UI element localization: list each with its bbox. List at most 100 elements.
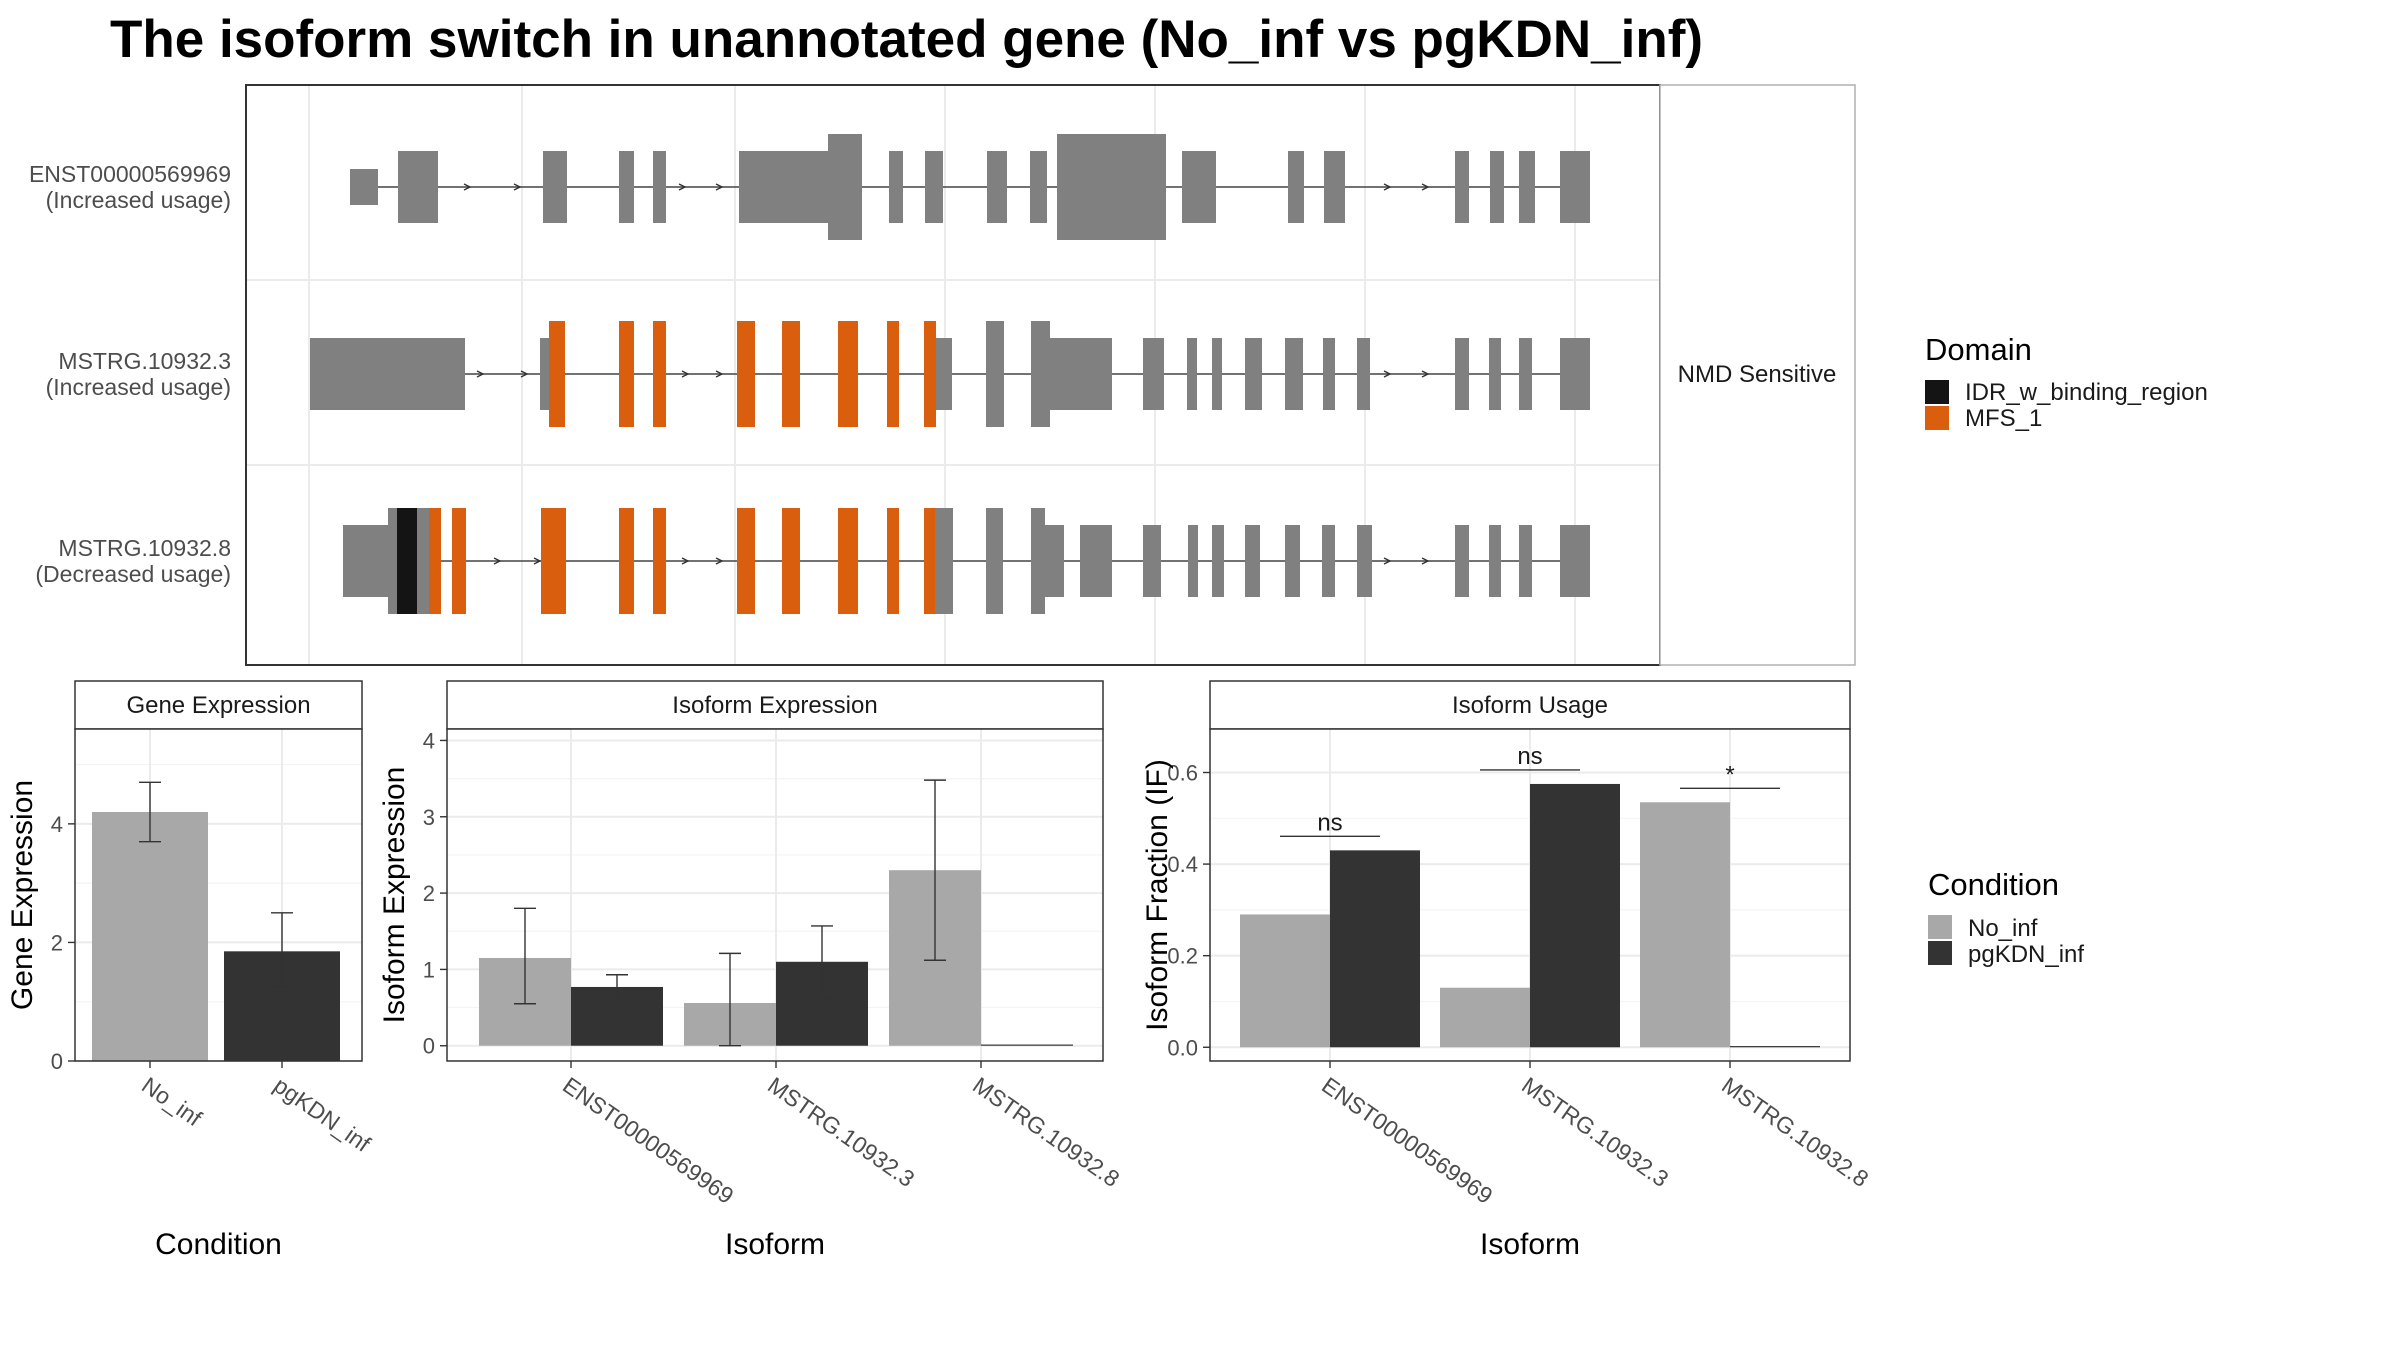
exon bbox=[1245, 525, 1260, 597]
significance-label: ns bbox=[1317, 809, 1342, 836]
y-tick-label: 0.0 bbox=[1167, 1035, 1198, 1060]
strand-arrow bbox=[476, 370, 485, 378]
strand-arrow bbox=[715, 557, 724, 565]
condition-legend-label-no-inf: No_inf bbox=[1968, 915, 2038, 942]
x-tick-label: ENST00000569969 bbox=[558, 1072, 738, 1209]
exon bbox=[1490, 151, 1504, 223]
exon-utr bbox=[350, 169, 378, 205]
exon bbox=[653, 151, 666, 223]
exon bbox=[1187, 338, 1197, 410]
y-tick-label: 2 bbox=[423, 881, 435, 906]
strand-arrow bbox=[493, 557, 502, 565]
strand-arrow bbox=[1421, 557, 1430, 565]
transcript-id-label: MSTRG.10932.3 bbox=[58, 348, 231, 374]
exon-cds bbox=[388, 508, 397, 614]
mfs-domain-block bbox=[838, 321, 858, 427]
x-tick-label: MSTRG.10932.8 bbox=[1717, 1072, 1873, 1192]
x-axis-title: Isoform bbox=[1480, 1228, 1580, 1261]
transcript-structures bbox=[310, 134, 1590, 614]
y-tick-label: 4 bbox=[423, 728, 435, 753]
transcript-usage-label: (Increased usage) bbox=[46, 374, 231, 400]
exon bbox=[1357, 525, 1372, 597]
y-axis-title: Isoform Fraction (IF) bbox=[1141, 759, 1174, 1031]
exon bbox=[1080, 525, 1112, 597]
transcript-labels: ENST00000569969 (Increased usage)MSTRG.10… bbox=[29, 161, 231, 587]
mfs-domain-block bbox=[619, 508, 634, 614]
facet-strip bbox=[446, 680, 1104, 730]
exon bbox=[1143, 338, 1164, 410]
nmd-strip bbox=[1659, 84, 1856, 666]
exon-cds bbox=[986, 508, 1003, 614]
exon bbox=[739, 151, 830, 223]
strand-arrow bbox=[1421, 183, 1430, 191]
y-tick-label: 0 bbox=[423, 1034, 435, 1059]
plot-frame bbox=[446, 728, 1104, 1062]
nmd-sensitive-label: NMD Sensitive bbox=[1678, 361, 1837, 388]
mfs-domain-block bbox=[653, 508, 666, 614]
bar bbox=[92, 812, 208, 1061]
significance-label: * bbox=[1725, 761, 1734, 788]
exon-cds bbox=[417, 508, 429, 614]
exon bbox=[1560, 338, 1590, 410]
strand-arrow bbox=[1421, 370, 1430, 378]
domain-legend: Domain IDR_w_binding_region MFS_1 bbox=[1925, 332, 2208, 432]
exon bbox=[1285, 525, 1300, 597]
significance-label: ns bbox=[1517, 743, 1542, 770]
mfs-domain-block bbox=[838, 508, 858, 614]
exon bbox=[1489, 525, 1501, 597]
strand-arrow bbox=[715, 370, 724, 378]
exon-cds bbox=[935, 508, 953, 614]
exon bbox=[1519, 525, 1532, 597]
facet-title: Isoform Expression bbox=[672, 692, 877, 719]
exon bbox=[889, 151, 903, 223]
mfs-domain-block bbox=[887, 321, 899, 427]
strand-arrow bbox=[513, 183, 522, 191]
mfs-domain-block bbox=[549, 321, 565, 427]
exon-cds bbox=[1031, 321, 1050, 427]
transcript-usage-label: (Decreased usage) bbox=[35, 561, 231, 587]
mfs-domain-block bbox=[782, 321, 800, 427]
y-tick-label: 0.2 bbox=[1167, 944, 1198, 969]
exon bbox=[1489, 338, 1501, 410]
x-tick-label: pgKDN_inf bbox=[269, 1072, 376, 1157]
strand-arrow bbox=[681, 370, 690, 378]
strand-arrow bbox=[681, 557, 690, 565]
exon bbox=[1188, 525, 1198, 597]
exon-cds bbox=[1031, 508, 1045, 614]
strand-arrow bbox=[715, 183, 724, 191]
strand-arrow bbox=[463, 183, 472, 191]
strand-arrow bbox=[1383, 183, 1392, 191]
exon bbox=[1212, 338, 1222, 410]
transcript-id-label: ENST00000569969 bbox=[29, 161, 231, 187]
facet-title: Gene Expression bbox=[126, 692, 310, 719]
exon bbox=[1455, 151, 1469, 223]
domain-legend-label-mfs: MFS_1 bbox=[1965, 405, 2042, 432]
exon bbox=[1560, 525, 1590, 597]
exon bbox=[619, 151, 634, 223]
strand-arrow bbox=[533, 557, 542, 565]
exon bbox=[398, 151, 438, 223]
exon bbox=[1212, 525, 1224, 597]
condition-legend-label-pgkdn: pgKDN_inf bbox=[1968, 941, 2084, 968]
x-tick-label: MSTRG.10932.8 bbox=[968, 1072, 1124, 1192]
condition-legend-swatch-pgkdn bbox=[1928, 941, 1952, 965]
mfs-domain-block bbox=[924, 321, 936, 427]
x-tick-label: ENST00000569969 bbox=[1317, 1072, 1497, 1209]
exon bbox=[1560, 151, 1590, 223]
strand-arrow bbox=[678, 183, 687, 191]
exon bbox=[343, 525, 388, 597]
y-tick-label: 2 bbox=[51, 930, 63, 955]
facet-strip bbox=[1209, 680, 1851, 730]
y-axis-title: Isoform Expression bbox=[378, 767, 411, 1024]
exon bbox=[1182, 151, 1216, 223]
exon bbox=[310, 338, 465, 410]
strand-arrow bbox=[520, 370, 529, 378]
bar bbox=[981, 1044, 1073, 1046]
isoform-usage-panel: Isoform Usage ns ns * 0.0 0.2 0.4 0.6 ENST000005… bbox=[1141, 680, 1873, 1261]
exon bbox=[1322, 525, 1335, 597]
exon bbox=[1357, 338, 1370, 410]
mfs-domain-block bbox=[429, 508, 441, 614]
mfs-domain-block bbox=[619, 321, 634, 427]
